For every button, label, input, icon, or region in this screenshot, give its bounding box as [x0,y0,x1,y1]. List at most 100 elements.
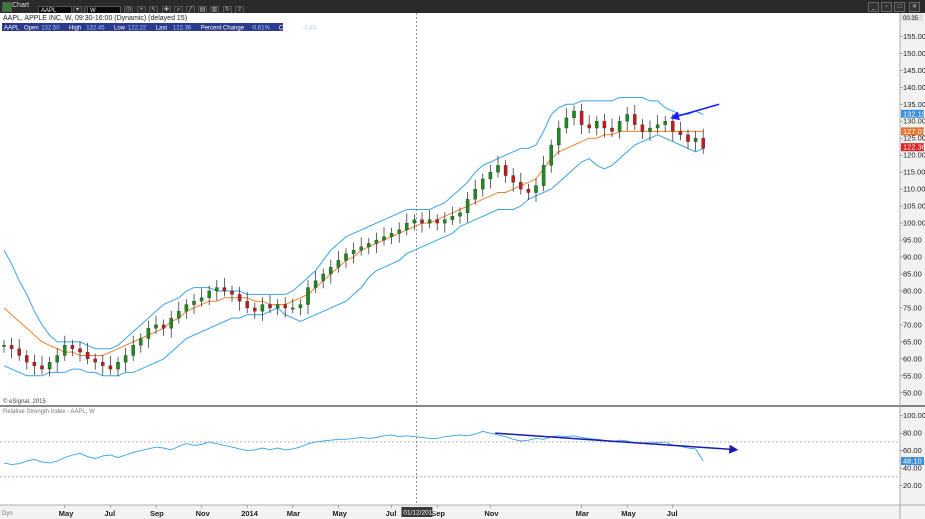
price-tick-label: 75.00 [903,303,922,312]
price-tick-label: 145.00 [903,66,925,75]
time-axis-label: Jul [104,509,115,518]
legend-label-4: Percent Change [201,26,245,32]
price-tick-label: 90.00 [903,253,922,262]
candle-body [321,273,325,281]
candle-body [275,304,280,309]
candle-body [154,324,158,329]
candle-body [108,365,113,370]
candle-body [686,134,690,142]
price-tick-label: 50.00 [903,388,922,397]
cursor-date-box [401,507,433,517]
time-axis-label: Sep [431,509,445,518]
chart-area[interactable]: AAPL, APPLE INC, W, 09:30-16:00 (Dynamic… [0,13,925,519]
candle-body [374,239,379,244]
candle-body [549,144,553,166]
candle-body [116,362,120,370]
rsi-tick-label: 40.00 [903,464,922,473]
candle-body [253,307,257,312]
candle-body [572,110,576,118]
time-axis-label: Jul [667,509,678,518]
price-tick-label: 120.00 [903,151,925,160]
candle-body [85,351,90,360]
copyright-text: © eSignal, 2015 [3,398,46,405]
candle-body [435,219,439,224]
maximize-button[interactable]: □ [894,2,905,12]
candle-body [655,124,660,129]
rsi-tick-label: 20.00 [903,481,922,490]
candle-body [382,236,386,241]
divergence-trend-line[interactable] [495,432,739,454]
candle-body [397,229,401,234]
price-tick-label: 140.00 [903,83,925,92]
candle-body [359,246,363,251]
price-tick-label: 155.00 [903,32,925,41]
legend-label-1: High [69,26,81,32]
candle-body [496,165,500,173]
legend-label-2: Low [114,26,126,32]
time-axis-label: May [332,509,347,518]
price-marker-label: 132.19 [903,109,925,118]
candle-body [648,127,652,132]
time-axis-label: 2014 [241,509,259,518]
price-tick-label: 55.00 [903,371,922,380]
candle-body [207,290,211,298]
restore-button[interactable]: ▫ [881,2,892,12]
price-markers: 132.19 127.01 122.36 [901,109,925,152]
candle-body [465,199,470,214]
price-axis-top-box [901,14,923,21]
rsi-tick-label: 80.00 [903,429,922,438]
candle-body [93,358,97,363]
rsi-tick-label: 60.00 [903,446,922,455]
price-tick-label: 130.00 [903,117,925,126]
candle-body [131,345,135,356]
candle-body [344,253,348,261]
time-axis-labels: May Jul Sep Nov 2014 Mar May Jul Sep Nov Mar May Jul [59,505,678,518]
legend-value-4: -0.61% [251,26,271,32]
legend-symbol: AAPL [4,26,20,32]
candle-body [169,317,173,329]
candle-body [412,219,417,224]
candle-body [9,345,14,349]
upper-band-line [3,97,704,350]
rsi-axis-ticks: 100.00 80.00 60.00 40.00 20.00 [0,411,925,490]
candle-body [161,324,166,329]
time-axis-label: May [59,509,74,518]
price-tick-label: 135.00 [903,100,925,109]
candle-body [199,297,204,302]
candle-body [519,182,523,190]
candle-body [602,121,607,129]
close-button[interactable]: ✕ [909,2,920,12]
price-axis-background [900,13,925,519]
candle-body [640,124,645,132]
price-tick-label: 85.00 [903,270,922,279]
candle-body [313,280,318,288]
candle-body [481,178,485,190]
time-axis-left-label: Dyn [2,511,13,517]
candle-body [625,114,629,122]
minimize-button[interactable]: _ [868,2,879,12]
price-tick-label: 70.00 [903,320,922,329]
candle-body [541,165,546,186]
legend-value-3: 122.36 [173,26,192,32]
candle-body [283,304,287,309]
rsi-marker-box [901,457,924,466]
candle-body [17,348,21,356]
candle-body [595,121,599,129]
candle-body [511,175,515,183]
price-tick-label: 100.00 [903,219,925,228]
candle-body [405,222,409,231]
legend-label-5: Change [279,26,301,32]
candle-body [693,138,698,142]
candle-body [101,362,105,366]
price-tick-label: 80.00 [903,286,922,295]
rsi-tick-label: 100.00 [903,411,925,420]
annotation-arrow[interactable] [670,103,720,121]
candle-body [260,304,265,312]
annotations [495,103,739,454]
candle-body [2,345,6,347]
candle-body [473,188,477,200]
time-axis-label: Nov [484,509,499,518]
time-axis-background [0,505,900,519]
candle-body [610,127,614,132]
